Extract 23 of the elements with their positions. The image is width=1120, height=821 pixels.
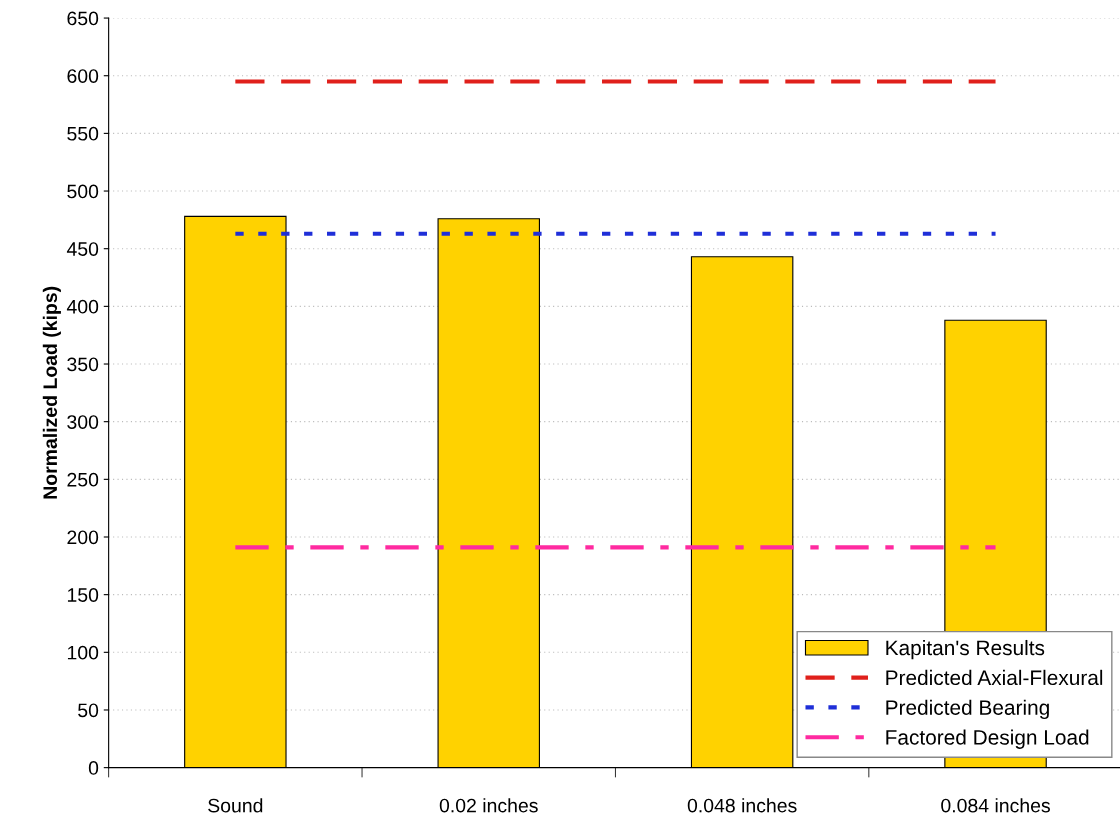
x-tick-label: 0.084 inches xyxy=(941,798,1050,813)
y-tick-label: 200 xyxy=(67,530,99,545)
y-tick-label: 100 xyxy=(67,645,99,660)
y-tick-label: 550 xyxy=(67,126,99,141)
y-tick-label: 600 xyxy=(67,69,99,83)
y-tick-label: 350 xyxy=(67,357,99,372)
legend-label: Predicted Bearing xyxy=(886,699,1049,720)
legend-label: Factored Design Load xyxy=(886,729,1089,749)
y-tick-label: 250 xyxy=(67,472,99,487)
y-axis-title: Normalized Load (kips) xyxy=(42,286,61,499)
x-tick-label: 0.048 inches xyxy=(687,798,797,813)
y-tick-label: 150 xyxy=(67,588,99,602)
y-tick-label: 400 xyxy=(66,299,99,314)
legend-label: Kapitan's Results xyxy=(886,639,1045,660)
x-tick-label: Sound xyxy=(208,798,263,813)
legend-label: Predicted Axial-Flexural xyxy=(886,669,1103,686)
x-tick-label: 0.02 inches xyxy=(439,798,538,813)
y-tick-label: 500 xyxy=(67,184,99,199)
y-tick-label: 300 xyxy=(67,415,99,429)
y-tick-label: 650 xyxy=(67,11,99,26)
y-tick-label: 450 xyxy=(66,242,99,256)
y-tick-label: 0 xyxy=(88,761,99,775)
y-tick-label: 50 xyxy=(78,703,99,718)
